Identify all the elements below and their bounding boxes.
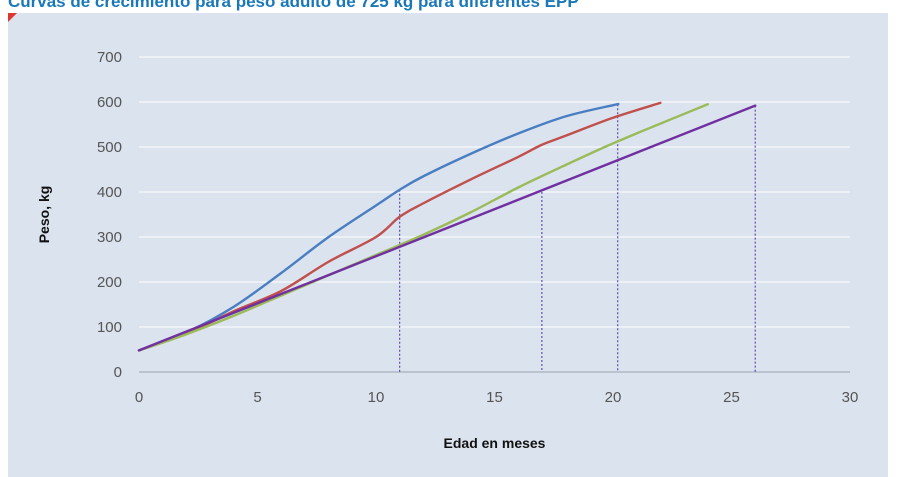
- y-tick-label: 200: [97, 274, 122, 291]
- x-tick-label: 0: [135, 389, 143, 406]
- y-tick-label: 400: [97, 184, 122, 201]
- x-tick-label: 20: [605, 389, 622, 406]
- y-tick-label: 500: [97, 139, 122, 156]
- series-line-3: [137, 103, 709, 352]
- series-line-1: [137, 102, 620, 352]
- chart-panel: [8, 13, 888, 477]
- x-tick-label: 15: [486, 389, 503, 406]
- gridlines: [139, 56, 850, 373]
- reference-lines: [399, 104, 756, 372]
- x-tick-label: 25: [723, 389, 740, 406]
- y-axis-title: Peso, kg: [36, 186, 52, 244]
- y-tick-label: 0: [114, 364, 122, 381]
- corner-marker: [8, 13, 17, 22]
- x-axis-title: Edad en meses: [444, 435, 546, 451]
- series-line-2: [137, 101, 662, 352]
- x-tick-labels: 0 5 10 15 20 25 30: [135, 389, 859, 406]
- series-lines: [137, 101, 757, 352]
- series-line-4: [137, 104, 757, 352]
- x-tick-label: 30: [842, 389, 859, 406]
- y-tick-label: 100: [97, 319, 122, 336]
- y-tick-labels: 0 100 200 300 400 500 600 700: [97, 49, 122, 381]
- x-tick-label: 5: [253, 389, 261, 406]
- chart-title: Curvas de crecimiento para peso adulto d…: [8, 0, 579, 11]
- y-tick-label: 700: [97, 49, 122, 66]
- y-tick-label: 300: [97, 229, 122, 246]
- x-tick-label: 10: [368, 389, 385, 406]
- y-tick-label: 600: [97, 94, 122, 111]
